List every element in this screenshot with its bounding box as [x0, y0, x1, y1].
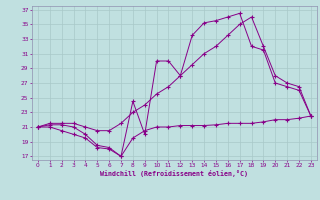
X-axis label: Windchill (Refroidissement éolien,°C): Windchill (Refroidissement éolien,°C) — [100, 170, 248, 177]
